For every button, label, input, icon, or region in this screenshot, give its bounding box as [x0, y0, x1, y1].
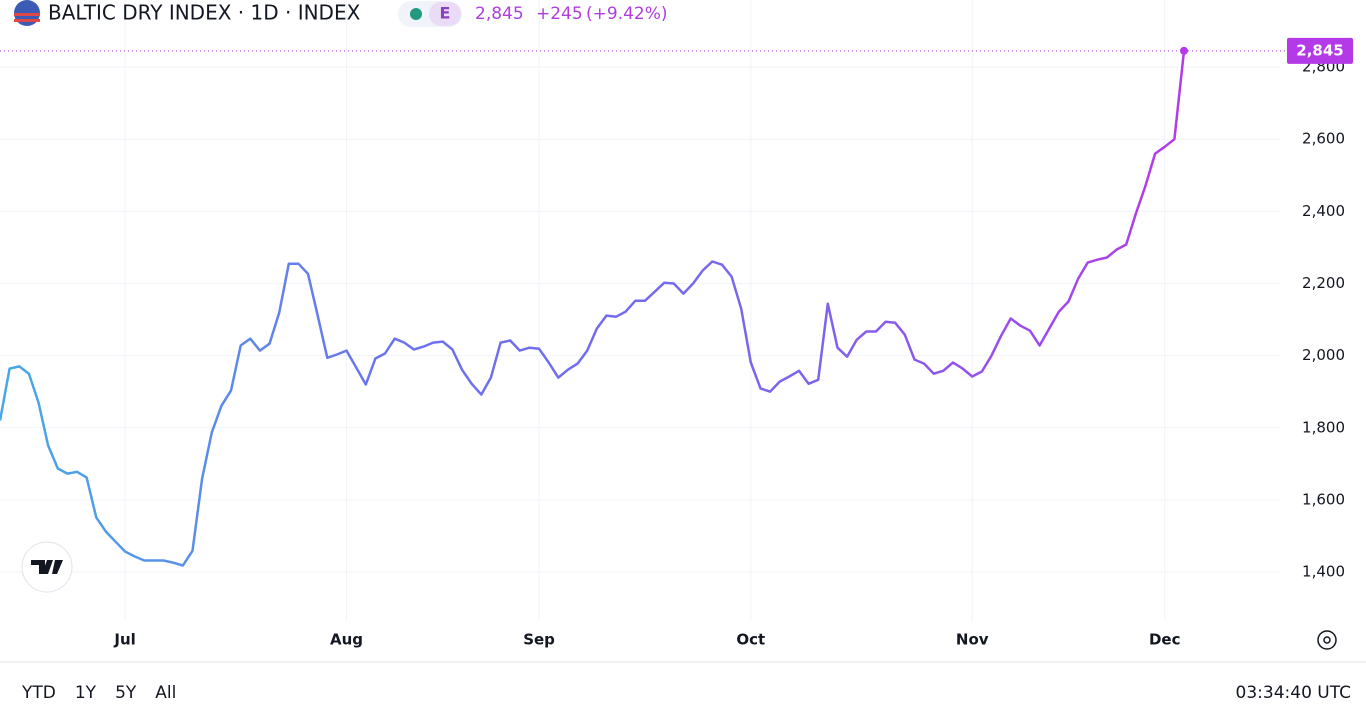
change: +245: [536, 4, 583, 24]
badge-bg: [429, 2, 461, 26]
y-tick-label: 2,000: [1302, 346, 1345, 364]
y-tick-label: 1,400: [1302, 563, 1345, 581]
x-tick-label: Oct: [736, 631, 765, 649]
x-tick-label: Nov: [956, 631, 989, 649]
change-pct: (+9.42%): [586, 4, 668, 24]
badge: E: [440, 4, 451, 23]
range-button[interactable]: YTD: [21, 683, 56, 703]
x-tick-label: Aug: [330, 631, 363, 649]
x-tick-label: Dec: [1149, 631, 1181, 649]
flag-stripe: [14, 19, 40, 22]
range-button[interactable]: 1Y: [75, 683, 97, 703]
logo-mark: [31, 560, 63, 574]
header: BALTIC DRY INDEX · 1D · INDEX E 2,845 +2…: [14, 0, 668, 27]
last-price: 2,845: [475, 4, 524, 24]
market-dot: [410, 8, 422, 20]
flag-stripe: [14, 13, 40, 16]
symbol-title: BALTIC DRY INDEX · 1D · INDEX: [48, 1, 361, 25]
y-tick-label: 1,800: [1302, 418, 1345, 436]
gear-ring: [1317, 630, 1337, 650]
price-tag-label: 2,845: [1296, 41, 1343, 59]
range-button[interactable]: All: [155, 683, 176, 703]
y-tick-label: 2,200: [1302, 274, 1345, 292]
price-tag: [1287, 37, 1353, 64]
clock: 03:34:40 UTC: [1236, 683, 1351, 703]
range-toolbar: 03:34:40 UTC YTD 1Y 5Y All: [21, 683, 1351, 703]
y-tick-label: 1,600: [1302, 490, 1345, 508]
plot: 2,845: [0, 37, 1353, 567]
x-tick-label: Sep: [523, 631, 555, 649]
last-point: [1180, 46, 1188, 55]
y-tick-label: 2,400: [1302, 202, 1345, 220]
range-button[interactable]: 5Y: [115, 683, 137, 703]
y-tick-label: 2,600: [1302, 130, 1345, 148]
logo[interactable]: [21, 541, 73, 593]
grid: 1,4001,6001,8002,0002,2002,4002,6002,800…: [0, 0, 1345, 649]
gear-center: [1323, 636, 1331, 644]
price-line: [0, 50, 1186, 567]
settings-icon[interactable]: [1317, 630, 1337, 650]
x-tick-label: Jul: [113, 631, 135, 649]
